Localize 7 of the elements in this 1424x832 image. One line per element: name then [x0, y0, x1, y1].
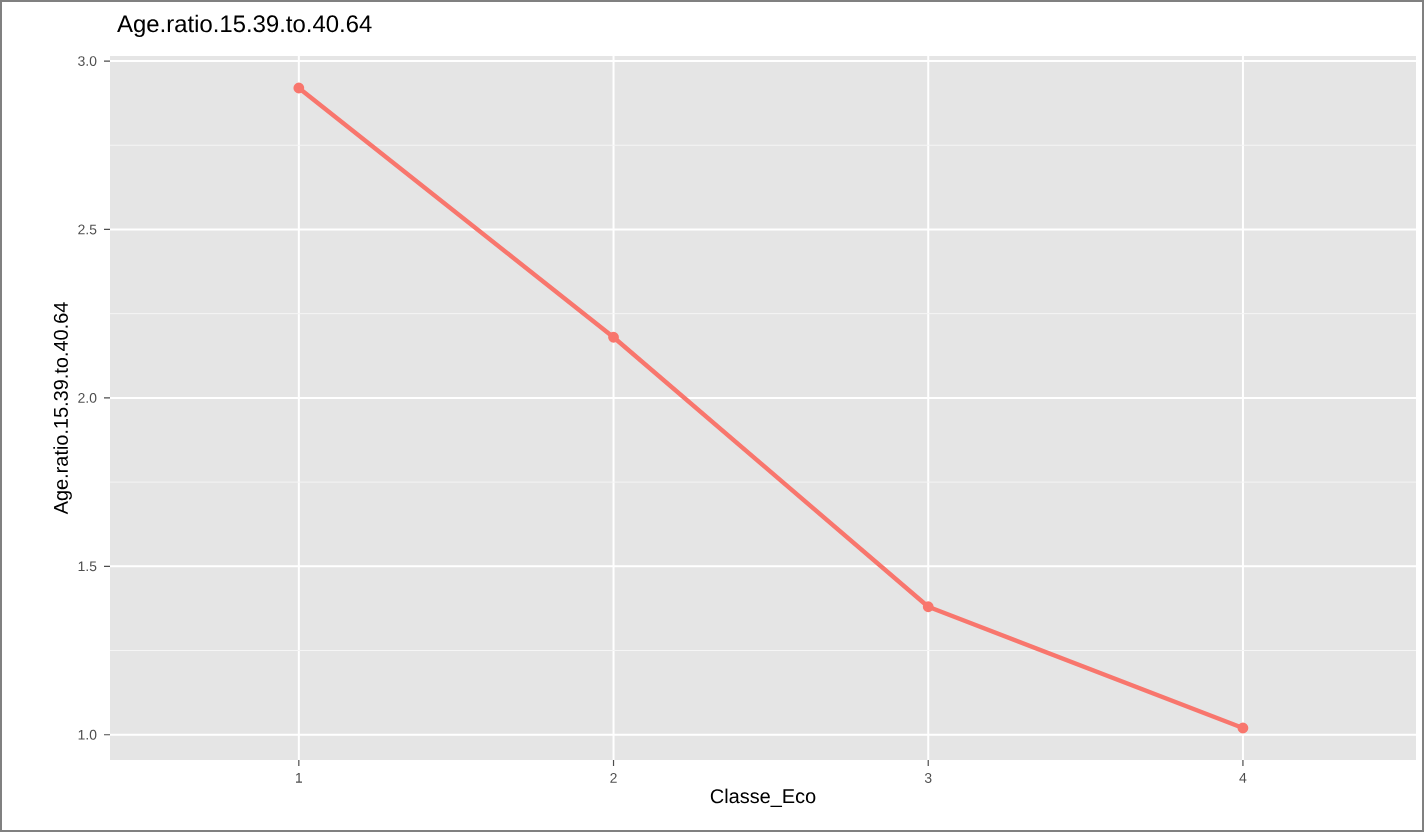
point — [608, 331, 619, 343]
point — [1237, 722, 1249, 734]
x-axis-title: Classe_Eco — [710, 788, 816, 807]
chart-title: Age.ratio.15.39.to.40.64 — [117, 14, 372, 37]
point — [922, 601, 934, 613]
y-axis-title: Age.ratio.15.39.to.40.64 — [53, 302, 72, 515]
point — [293, 82, 305, 94]
